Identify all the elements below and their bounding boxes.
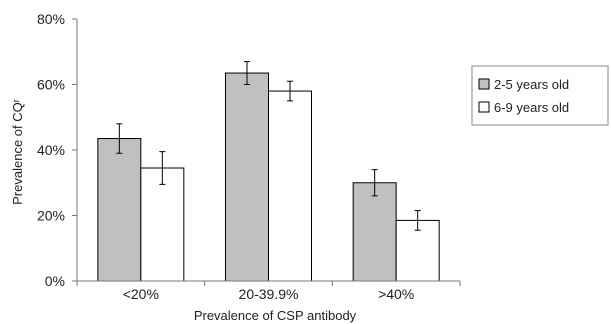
- bar: [352, 182, 397, 282]
- y-tick-label: 0%: [45, 273, 65, 289]
- x-axis-title: Prevalence of CSP antibody: [194, 308, 357, 323]
- x-tick-label: <20%: [123, 286, 159, 302]
- legend-label: 6-9 years old: [494, 100, 569, 115]
- bar: [225, 72, 269, 282]
- y-tick-label: 20%: [37, 208, 65, 224]
- y-axis-ticks: 0% 20% 40% 60% 80%: [37, 11, 77, 289]
- x-axis-ticks: <20% 20-39.9% >40%: [76, 281, 461, 302]
- bar: [268, 90, 312, 282]
- legend: 2-5 years old 6-9 years old: [471, 65, 609, 126]
- bar: [97, 138, 142, 282]
- legend-label: 2-5 years old: [494, 77, 569, 92]
- y-tick-label: 60%: [37, 77, 65, 93]
- x-tick-label: >40%: [378, 286, 414, 302]
- error-bars: [116, 61, 421, 231]
- y-tick-label: 80%: [37, 11, 65, 27]
- x-tick-label: 20-39.9%: [239, 286, 299, 302]
- bar: [140, 167, 185, 282]
- bars: [97, 72, 440, 282]
- y-tick-label: 40%: [37, 142, 65, 158]
- y-axis-title: Prevalence of CQʳ: [10, 99, 25, 205]
- legend-swatch: [478, 78, 490, 90]
- legend-box: [471, 65, 609, 126]
- legend-swatch: [478, 101, 490, 113]
